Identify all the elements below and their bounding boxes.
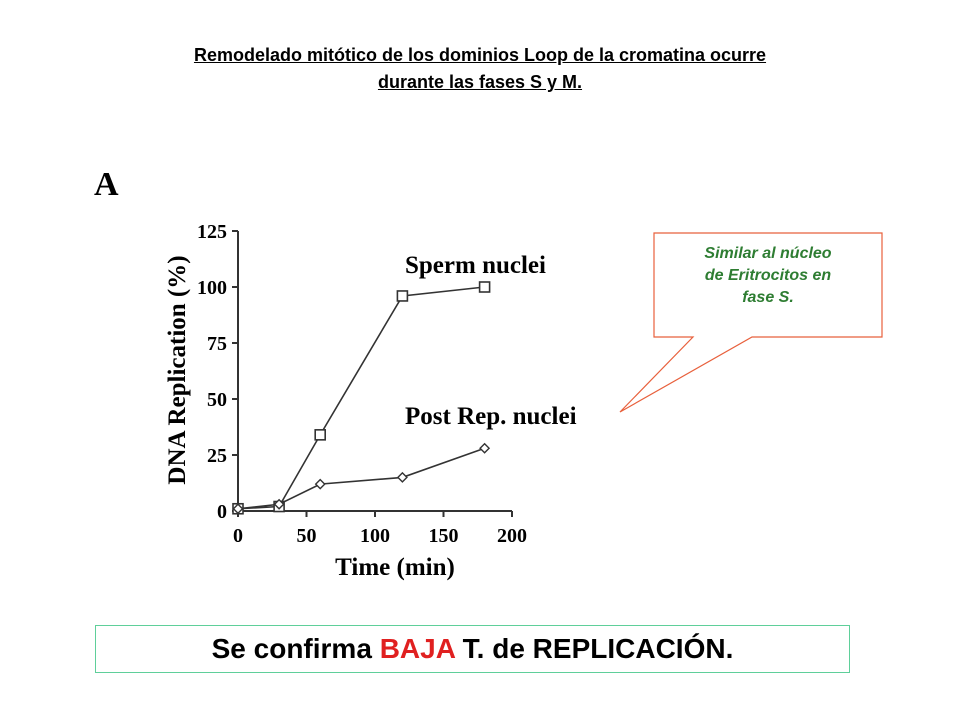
y-tick-label: 25 <box>207 445 227 467</box>
series-label-post-rep: Post Rep. nuclei <box>405 403 577 430</box>
data-point-diamond <box>273 498 285 510</box>
x-tick-label: 0 <box>233 525 243 547</box>
x-tick-label: 100 <box>360 525 390 547</box>
slide-title-line1: Remodelado mitótico de los dominios Loop… <box>193 45 767 65</box>
x-tick-label: 150 <box>429 525 459 547</box>
conclusion-suffix: T. de REPLICACIÓN. <box>454 633 734 664</box>
series-line-post-rep <box>237 447 485 510</box>
data-point-diamond <box>396 471 408 483</box>
data-point-diamond <box>479 442 491 454</box>
conclusion-highlight: BAJA <box>379 633 455 664</box>
slide-title-line2: durante las fases S y M. <box>377 72 583 92</box>
y-tick-label: 125 <box>197 221 227 243</box>
conclusion-prefix: Se confirma <box>211 633 380 664</box>
callout-text: Similar al núcleo de Eritrocitos en fase… <box>654 243 882 309</box>
y-axis-label: DNA Replication (%) <box>164 255 191 484</box>
conclusion-box: Se confirma BAJA T. de REPLICACIÓN. <box>95 625 850 673</box>
callout-line1: Similar al núcleo <box>704 245 832 262</box>
series-label-sperm: Sperm nuclei <box>405 252 546 279</box>
callout-line2: de Eritrocitos en <box>704 267 832 284</box>
data-point-square <box>396 290 409 302</box>
y-tick-label: 0 <box>217 501 227 523</box>
x-tick-label: 200 <box>497 525 527 547</box>
data-point-diamond <box>314 478 326 490</box>
data-point-square <box>314 429 327 441</box>
y-tick-label: 75 <box>207 333 227 355</box>
x-tick-label: 50 <box>297 525 317 547</box>
y-tick-label: 100 <box>197 277 227 299</box>
data-point-square <box>478 281 491 293</box>
x-axis-label: Time (min) <box>335 554 455 581</box>
chart-series <box>232 281 491 515</box>
data-point-diamond <box>232 503 244 515</box>
callout-line3: fase S. <box>742 289 794 306</box>
series-line-sperm <box>237 286 485 510</box>
slide-title: Remodelado mitótico de los dominios Loop… <box>60 42 900 96</box>
panel-label: A <box>94 166 119 203</box>
y-tick-label: 50 <box>207 389 227 411</box>
chart-ticks: 0 25 50 75 100 125 0 50 100 150 200 <box>197 221 527 547</box>
